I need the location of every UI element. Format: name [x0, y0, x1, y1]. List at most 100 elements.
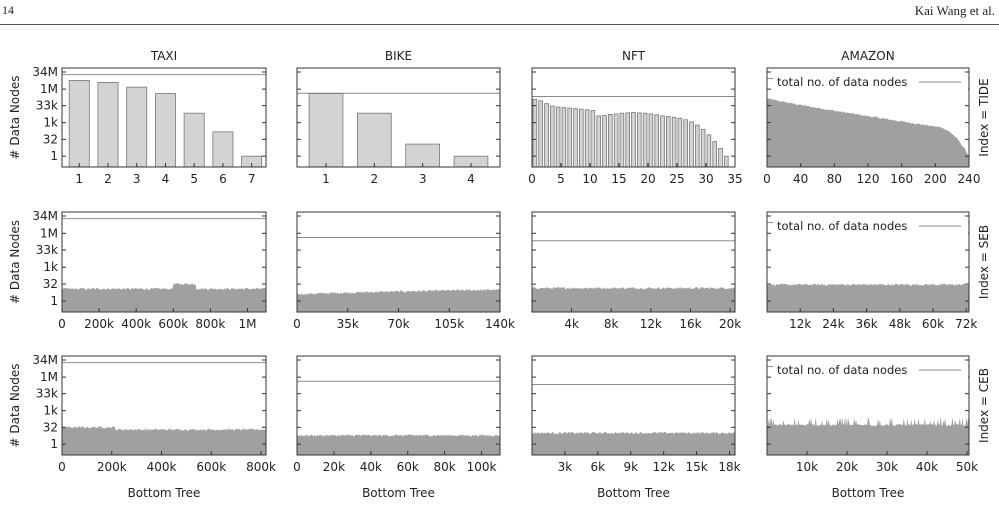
x-tick-label: 800k	[246, 460, 276, 474]
y-tick-label: 34M	[32, 65, 58, 79]
panel-ceb-amazon	[766, 355, 970, 456]
column-title-nft: NFT	[622, 49, 646, 63]
x-tick-label: 7	[248, 172, 256, 186]
bar	[538, 100, 543, 168]
series-area	[767, 98, 969, 167]
legend-bg	[773, 217, 968, 234]
x-axis-label-0: Bottom Tree	[128, 486, 201, 500]
x-tick-label: 35k	[337, 317, 359, 331]
bar	[613, 113, 619, 168]
bar	[712, 141, 717, 168]
x-tick-label: 30	[698, 172, 713, 186]
x-tick-label: 4	[467, 172, 475, 186]
y-tick-label: 32	[43, 277, 58, 291]
panel-tide-bike	[296, 67, 501, 168]
bar	[619, 112, 625, 168]
y-tick-label: 33k	[36, 387, 58, 401]
bar	[677, 117, 683, 168]
bar	[212, 131, 234, 168]
x-tick-label: 36k	[856, 317, 878, 331]
x-tick-label: 20	[640, 172, 655, 186]
y-tick-label: 32	[43, 132, 58, 146]
panel-tide-nft	[531, 67, 736, 168]
bar	[573, 108, 578, 168]
panel-frame	[296, 355, 501, 456]
y-tick-label: 1k	[43, 260, 58, 274]
x-tick-label: 8k	[604, 317, 619, 331]
x-tick-label: 4	[162, 172, 170, 186]
bar	[584, 109, 590, 168]
bar	[579, 108, 584, 168]
x-axis-label-2: Bottom Tree	[597, 486, 670, 500]
x-tick-label: 3	[133, 172, 141, 186]
x-tick-label: 15k	[685, 460, 707, 474]
x-tick-label: 3	[419, 172, 427, 186]
x-tick-label: 16k	[679, 317, 701, 331]
series-area	[297, 434, 500, 455]
x-tick-label: 600k	[158, 317, 188, 331]
panel-seb-amazon	[766, 211, 970, 313]
panel-frame	[61, 355, 267, 456]
y-tick-label: 33k	[36, 243, 58, 257]
x-tick-label: 12k	[653, 460, 675, 474]
row-label-1: Index = SEB	[977, 225, 991, 299]
x-tick-label: 200k	[84, 317, 114, 331]
x-tick-label: 2	[371, 172, 379, 186]
bar	[590, 110, 596, 168]
x-tick-label: 5	[190, 172, 198, 186]
bar	[97, 81, 119, 168]
header-rule	[0, 24, 999, 25]
x-tick-label: 12k	[640, 317, 662, 331]
legend-label: total no. of data nodes	[777, 363, 907, 377]
legend-label: total no. of data nodes	[777, 219, 907, 233]
panel-ceb-nft	[531, 355, 736, 456]
y-tick-label: 34M	[32, 353, 58, 367]
x-tick-label: 600k	[196, 460, 226, 474]
x-tick-label: 0	[293, 460, 301, 474]
bar	[183, 112, 205, 168]
x-tick-label: 400k	[147, 460, 177, 474]
column-title-amazon: AMAZON	[841, 49, 894, 63]
x-tick-label: 80k	[434, 460, 456, 474]
x-tick-label: 20k	[719, 317, 741, 331]
panel-frame	[61, 67, 267, 168]
series-area	[767, 416, 969, 455]
x-tick-label: 1	[75, 172, 83, 186]
y-tick-label: 1	[50, 437, 58, 451]
bar	[666, 116, 671, 168]
y-tick-label: 34M	[32, 209, 58, 223]
panel-seb-nft	[531, 211, 736, 313]
y-tick-label: 1M	[40, 226, 58, 240]
page-number: 14	[2, 3, 14, 17]
panel-frame	[531, 355, 736, 456]
y-axis-label-2: # Data Nodes	[8, 364, 22, 448]
x-tick-label: 6	[219, 172, 227, 186]
bar	[567, 107, 572, 168]
x-axis-label-3: Bottom Tree	[832, 486, 905, 500]
bar	[544, 103, 549, 168]
bar	[608, 113, 613, 168]
bar	[637, 112, 642, 168]
bar	[357, 112, 392, 168]
panel-ceb-bike	[296, 355, 501, 456]
series-area	[767, 283, 969, 312]
x-tick-label: 105k	[434, 317, 464, 331]
legend-label: total no. of data nodes	[777, 75, 907, 89]
series-area	[62, 426, 266, 455]
x-tick-label: 24k	[822, 317, 844, 331]
x-tick-label: 30k	[876, 460, 898, 474]
bar	[689, 121, 694, 168]
x-tick-label: 800k	[195, 317, 225, 331]
x-tick-label: 140k	[485, 317, 515, 331]
bar	[700, 128, 706, 168]
bar	[631, 112, 636, 168]
x-axis-label-1: Bottom Tree	[362, 486, 435, 500]
x-tick-label: 25	[669, 172, 684, 186]
x-tick-label: 18k	[718, 460, 740, 474]
x-tick-label: 0	[58, 317, 66, 331]
panel-frame	[296, 67, 501, 168]
bar	[724, 155, 729, 168]
x-tick-label: 0	[528, 172, 536, 186]
y-tick-label: 1	[50, 149, 58, 163]
